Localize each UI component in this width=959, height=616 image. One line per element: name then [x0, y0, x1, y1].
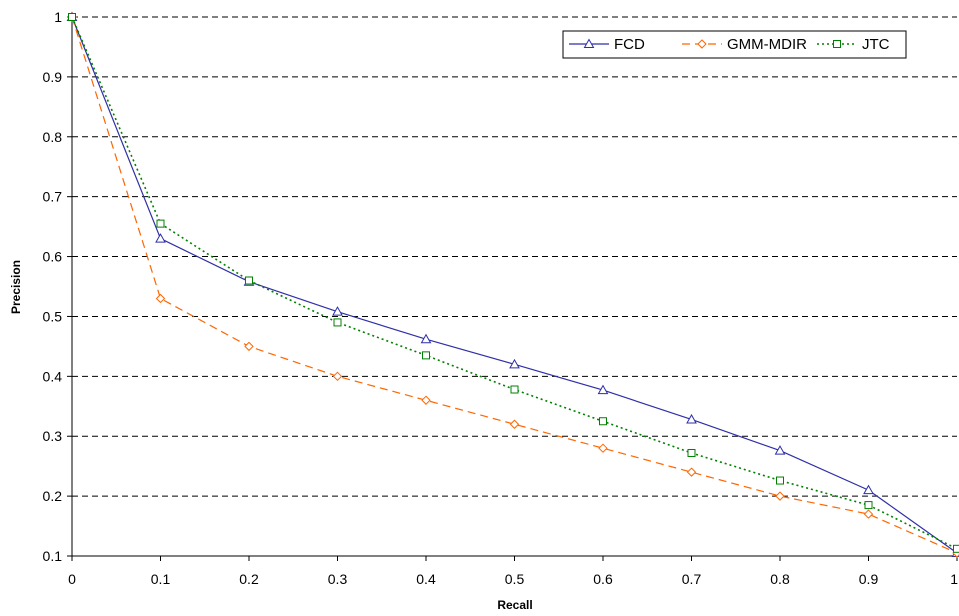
data-point-gmm-mdir [686, 467, 697, 477]
y-tick-label: 0.7 [43, 189, 63, 205]
data-point-jtc [687, 448, 696, 457]
y-tick-labels: 0.1 0.2 0.3 0.4 0.5 0.6 0.7 0.8 0.9 1 [43, 9, 63, 564]
data-point-fcd [420, 333, 432, 344]
y-tick-label: 0.3 [43, 428, 63, 444]
data-point-jtc [510, 385, 519, 394]
data-point-jtc [245, 276, 253, 285]
data-point-gmm-mdir [598, 443, 608, 453]
x-tick-label: 0.8 [770, 571, 790, 587]
data-point-fcd [155, 233, 166, 243]
series-gmm-mdir [67, 12, 959, 558]
y-tick-label: 0.2 [43, 488, 63, 504]
y-tick-label: 0.8 [43, 129, 63, 145]
data-point-jtc [156, 219, 165, 228]
data-point-jtc [599, 417, 607, 426]
data-point-jtc [68, 13, 76, 21]
y-tick-label: 0.5 [43, 308, 63, 324]
y-tick-label: 0.4 [43, 368, 63, 384]
x-tick-label: 0.6 [593, 571, 613, 587]
x-tick-label: 0.9 [859, 571, 879, 587]
x-tick-label: 0 [68, 571, 76, 587]
data-point-gmm-mdir [244, 341, 254, 352]
data-point-jtc [953, 544, 959, 553]
x-tick-label: 0.7 [682, 571, 702, 587]
legend-label-jtc: JTC [862, 36, 890, 53]
data-point-fcd [686, 413, 697, 424]
x-tick-label: 0.3 [328, 571, 348, 587]
data-point-fcd [597, 384, 609, 395]
data-point-fcd [863, 484, 874, 495]
x-tick-label: 0.4 [416, 571, 436, 587]
x-tick-label: 0.5 [505, 571, 525, 587]
series-line-fcd [71, 16, 958, 554]
data-point-gmm-mdir [863, 509, 874, 519]
x-tick-label: 0.1 [151, 571, 171, 587]
y-tick-label: 0.9 [43, 69, 63, 85]
legend-marker-gmm-mdir [697, 39, 707, 49]
legend-label-gmm-mdir: GMM-MDIR [727, 36, 807, 53]
y-tick-label: 0.1 [43, 548, 63, 564]
gridlines [72, 16, 957, 497]
x-axis-title: Recall [497, 598, 532, 612]
data-point-fcd [509, 358, 520, 369]
series-jtc [68, 13, 959, 553]
data-point-gmm-mdir [775, 491, 785, 501]
series-line-jtc [71, 16, 958, 550]
data-point-fcd [774, 445, 786, 455]
legend: FCD GMM-MDIR JTC [562, 30, 907, 59]
series-group [66, 11, 959, 558]
data-point-gmm-mdir [509, 419, 520, 429]
y-tick-label: 1 [54, 9, 62, 25]
data-point-fcd [332, 306, 343, 316]
y-tick-label: 0.6 [43, 249, 63, 265]
data-point-jtc [864, 501, 873, 510]
series-fcd [66, 11, 959, 558]
axes [67, 16, 958, 561]
data-point-jtc [422, 351, 430, 360]
x-tick-label: 1 [950, 571, 958, 587]
data-point-gmm-mdir [155, 293, 166, 304]
data-point-jtc [776, 476, 784, 485]
legend-label-fcd: FCD [614, 36, 645, 53]
x-tick-label: 0.2 [239, 571, 259, 587]
legend-marker-jtc [833, 40, 841, 48]
y-axis-title: Precision [9, 260, 23, 314]
x-tick-labels: 0 0.1 0.2 0.3 0.4 0.5 0.6 0.7 0.8 0.9 1 [68, 571, 958, 587]
data-point-gmm-mdir [332, 371, 343, 382]
data-point-gmm-mdir [421, 395, 431, 405]
legend-marker-fcd [583, 38, 595, 48]
data-point-jtc [333, 318, 342, 327]
series-line-gmm-mdir [71, 16, 958, 554]
